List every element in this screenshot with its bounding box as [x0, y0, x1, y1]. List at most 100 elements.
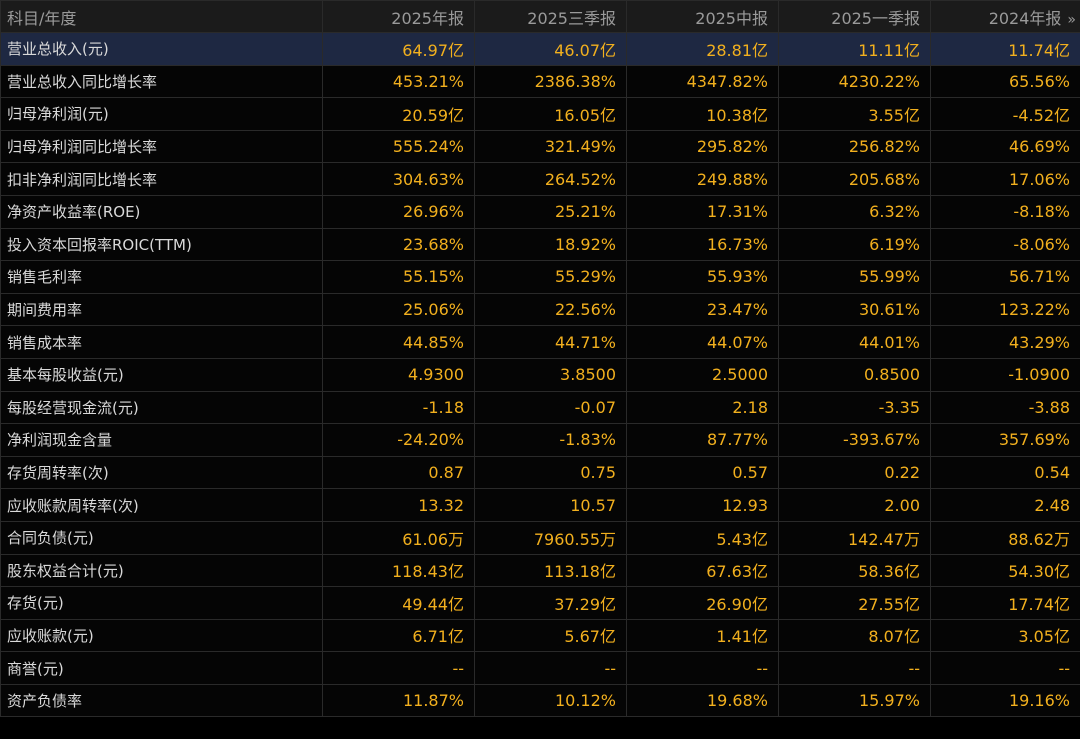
period-header[interactable]: 2025一季报 — [778, 0, 931, 33]
cell-value: 16.73% — [626, 227, 779, 262]
cell-value: 64.97亿 — [322, 32, 475, 66]
cell-value: 10.38亿 — [626, 97, 779, 131]
table-row[interactable]: 归母净利润同比增长率 555.24% 321.49% 295.82% 256.82% 46… — [0, 129, 1080, 164]
cell-value: 555.24% — [322, 129, 475, 164]
cell-value: 0.54 — [930, 455, 1080, 490]
cell-value: 44.85% — [322, 325, 475, 359]
table-row[interactable]: 基本每股收益(元) 4.9300 3.8500 2.5000 0.8500 -1.0900 — [0, 357, 1080, 392]
row-label: 归母净利润(元) — [0, 97, 323, 131]
table-row[interactable]: 期间费用率 25.06% 22.56% 23.47% 30.61% 123.22% — [0, 292, 1080, 327]
cell-value: 43.29% — [930, 325, 1080, 359]
cell-value: 4.9300 — [322, 357, 475, 392]
cell-value: 10.57 — [474, 488, 627, 522]
table-row[interactable]: 资产负债率 11.87% 10.12% 19.68% 15.97% 19.16% — [0, 683, 1080, 718]
row-label: 应收账款周转率(次) — [0, 488, 323, 522]
period-header[interactable]: 2025年报 — [322, 0, 475, 33]
cell-value: 118.43亿 — [322, 553, 475, 588]
cell-value: 13.32 — [322, 488, 475, 522]
cell-value: 256.82% — [778, 129, 931, 164]
table-row[interactable]: 商誉(元) -- -- -- -- -- — [0, 651, 1080, 685]
table-row[interactable]: 归母净利润(元) 20.59亿 16.05亿 10.38亿 3.55亿 -4.52亿 — [0, 97, 1080, 131]
cell-value: 321.49% — [474, 129, 627, 164]
cell-value: 55.15% — [322, 260, 475, 294]
cell-value: -1.0900 — [930, 357, 1080, 392]
cell-value: 15.97% — [778, 683, 931, 718]
row-label: 每股经营现金流(元) — [0, 390, 323, 425]
cell-value: 27.55亿 — [778, 586, 931, 620]
table-row[interactable]: 合同负债(元) 61.06万 7960.55万 5.43亿 142.47万 88.62万 — [0, 520, 1080, 555]
cell-value: 2.48 — [930, 488, 1080, 522]
row-label: 应收账款(元) — [0, 618, 323, 653]
cell-value: 22.56% — [474, 292, 627, 327]
period-header[interactable]: 2025中报 — [626, 0, 779, 33]
row-label: 销售成本率 — [0, 325, 323, 359]
cell-value: 55.29% — [474, 260, 627, 294]
cell-value: 44.01% — [778, 325, 931, 359]
header-row: 科目/年度 2025年报 2025三季报 2025中报 2025一季报 2024… — [0, 0, 1080, 33]
cell-value: 87.77% — [626, 423, 779, 457]
row-label: 商誉(元) — [0, 651, 323, 685]
cell-value: 3.55亿 — [778, 97, 931, 131]
cell-value: 7960.55万 — [474, 520, 627, 555]
period-header[interactable]: 2025三季报 — [474, 0, 627, 33]
cell-value: -3.35 — [778, 390, 931, 425]
cell-value: 8.07亿 — [778, 618, 931, 653]
cell-value: 23.68% — [322, 227, 475, 262]
cell-value: -393.67% — [778, 423, 931, 457]
cell-value: 357.69% — [930, 423, 1080, 457]
cell-value: 46.69% — [930, 129, 1080, 164]
row-label: 存货(元) — [0, 586, 323, 620]
cell-value: 2.00 — [778, 488, 931, 522]
row-label: 净利润现金含量 — [0, 423, 323, 457]
table-row[interactable]: 销售毛利率 55.15% 55.29% 55.93% 55.99% 56.71% — [0, 260, 1080, 294]
cell-value: 0.8500 — [778, 357, 931, 392]
cell-value: 28.81亿 — [626, 32, 779, 66]
period-header-label: 2024年报 — [988, 8, 1062, 28]
cell-value: -- — [778, 651, 931, 685]
table-row[interactable]: 销售成本率 44.85% 44.71% 44.07% 44.01% 43.29% — [0, 325, 1080, 359]
chevron-double-right-icon[interactable]: » — [1067, 11, 1076, 28]
table-row[interactable]: 净利润现金含量 -24.20% -1.83% 87.77% -393.67% 357.69… — [0, 423, 1080, 457]
cell-value: 25.06% — [322, 292, 475, 327]
period-header-last[interactable]: 2024年报 » — [930, 0, 1080, 33]
table-row[interactable]: 净资产收益率(ROE) 26.96% 25.21% 17.31% 6.32% -8.18% — [0, 194, 1080, 229]
table-row[interactable]: 投入资本回报率ROIC(TTM) 23.68% 18.92% 16.73% 6.19% -… — [0, 227, 1080, 262]
cell-value: 4347.82% — [626, 64, 779, 99]
cell-value: 26.96% — [322, 194, 475, 229]
cell-value: 18.92% — [474, 227, 627, 262]
table-row[interactable]: 营业总收入同比增长率 453.21% 2386.38% 4347.82% 4230.22… — [0, 64, 1080, 99]
cell-value: 0.57 — [626, 455, 779, 490]
table-row[interactable]: 股东权益合计(元) 118.43亿 113.18亿 67.63亿 58.36亿 54.30… — [0, 553, 1080, 588]
cell-value: 17.06% — [930, 162, 1080, 196]
row-label: 期间费用率 — [0, 292, 323, 327]
row-label: 股东权益合计(元) — [0, 553, 323, 588]
cell-value: 20.59亿 — [322, 97, 475, 131]
cell-value: 142.47万 — [778, 520, 931, 555]
cell-value: 56.71% — [930, 260, 1080, 294]
row-label: 营业总收入(元) — [0, 32, 323, 66]
table-row[interactable]: 扣非净利润同比增长率 304.63% 264.52% 249.88% 205.68% 17… — [0, 162, 1080, 196]
cell-value: -- — [626, 651, 779, 685]
cell-value: -1.18 — [322, 390, 475, 425]
cell-value: 4230.22% — [778, 64, 931, 99]
cell-value: -8.06% — [930, 227, 1080, 262]
cell-value: 58.36亿 — [778, 553, 931, 588]
row-label: 归母净利润同比增长率 — [0, 129, 323, 164]
row-label: 净资产收益率(ROE) — [0, 194, 323, 229]
row-label: 投入资本回报率ROIC(TTM) — [0, 227, 323, 262]
table-row[interactable]: 应收账款(元) 6.71亿 5.67亿 1.41亿 8.07亿 3.05亿 — [0, 618, 1080, 653]
cell-value: 3.05亿 — [930, 618, 1080, 653]
cell-value: 12.93 — [626, 488, 779, 522]
table-row[interactable]: 应收账款周转率(次) 13.32 10.57 12.93 2.00 2.48 — [0, 488, 1080, 522]
cell-value: -- — [930, 651, 1080, 685]
cell-value: 23.47% — [626, 292, 779, 327]
cell-value: 11.74亿 — [930, 32, 1080, 66]
header-label: 科目/年度 — [0, 0, 323, 33]
table-row[interactable]: 每股经营现金流(元) -1.18 -0.07 2.18 -3.35 -3.88 — [0, 390, 1080, 425]
table-row[interactable]: 营业总收入(元) 64.97亿 46.07亿 28.81亿 11.11亿 11.74亿 — [0, 32, 1080, 66]
cell-value: 37.29亿 — [474, 586, 627, 620]
table-row[interactable]: 存货(元) 49.44亿 37.29亿 26.90亿 27.55亿 17.74亿 — [0, 586, 1080, 620]
table-row[interactable]: 存货周转率(次) 0.87 0.75 0.57 0.22 0.54 — [0, 455, 1080, 490]
cell-value: 88.62万 — [930, 520, 1080, 555]
cell-value: -3.88 — [930, 390, 1080, 425]
